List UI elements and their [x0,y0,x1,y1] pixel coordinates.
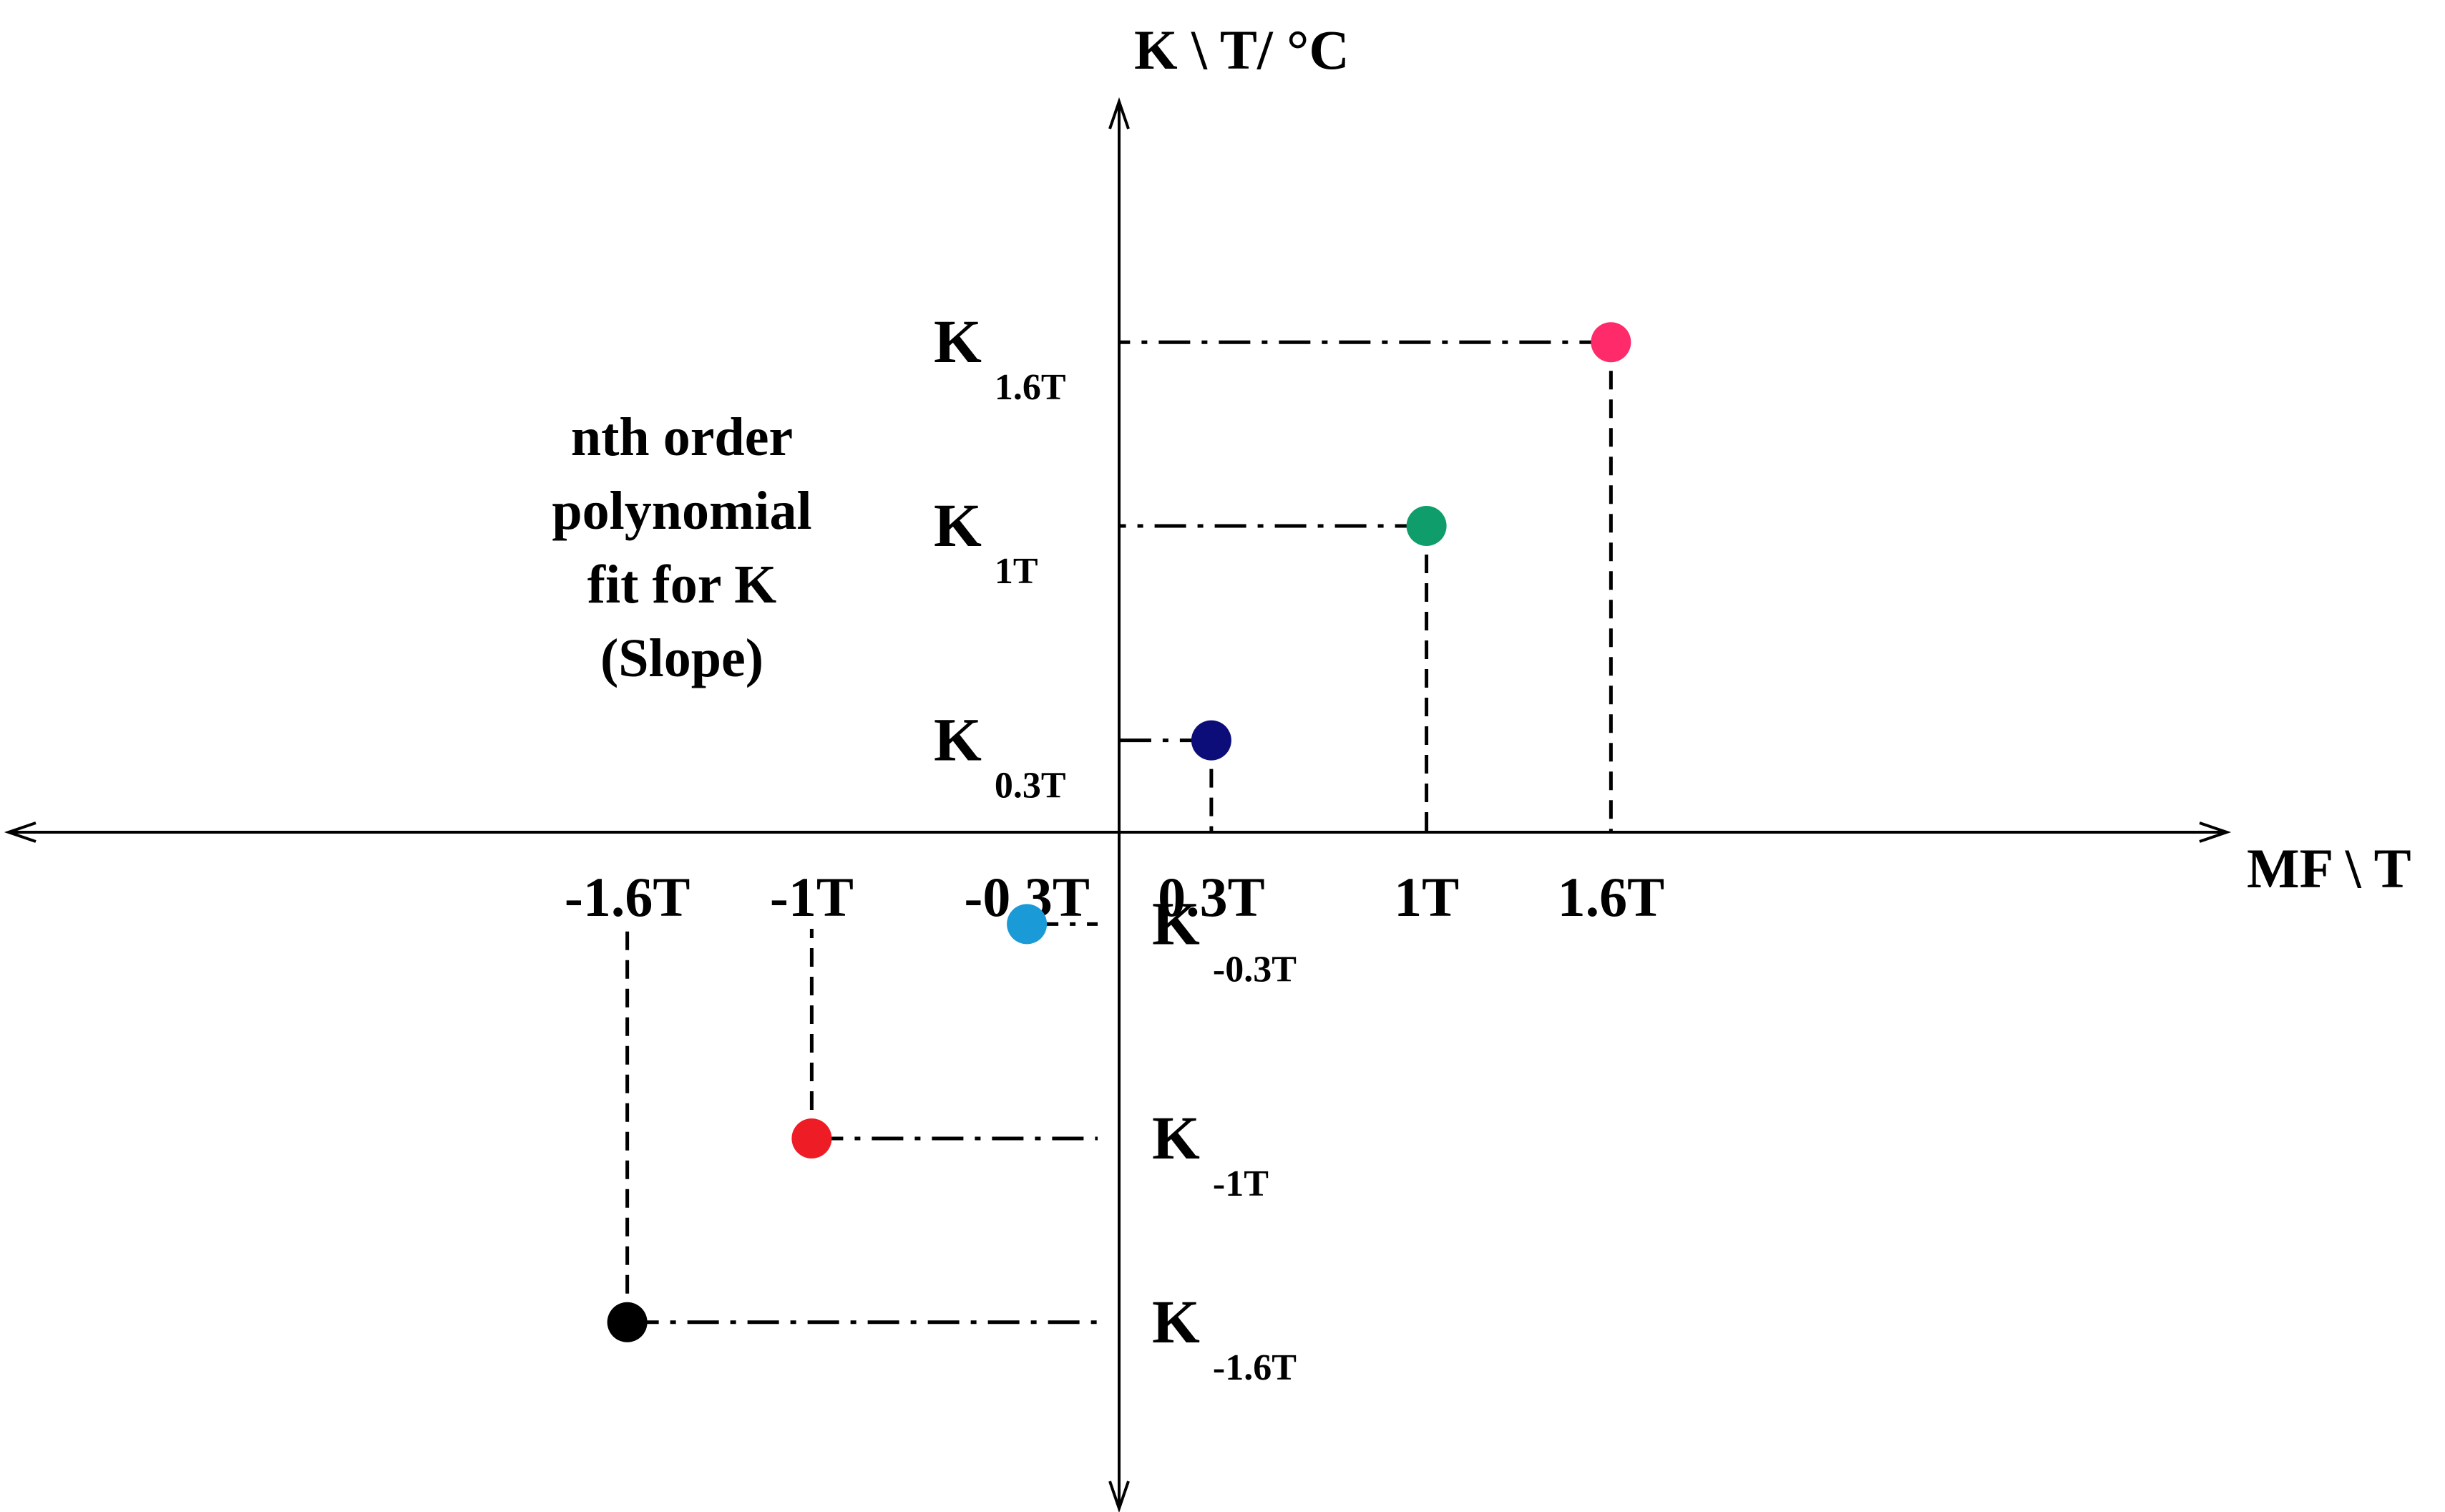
y-axis-label: K \ T/ °C [1134,19,1350,81]
data-point [607,1302,648,1342]
k-label-subscript: 1T [995,551,1038,592]
x-tick-label: -1.6T [565,866,690,928]
x-axis-arrow-left [4,821,36,843]
data-point [791,1118,832,1159]
annotation-line: (Slope) [600,628,763,688]
k-label: K -1.6T [1152,1287,1297,1388]
k-label-subscript: -0.3T [1213,949,1297,990]
x-tick-label: 0.3T [1158,866,1265,928]
data-points [607,322,1631,1342]
annotation-line: fit for K [587,555,777,615]
x-tick-labels: -1.6T -1T -0.3T 0.3T 1T 1.6T [565,866,1664,928]
data-point [1406,506,1447,546]
x-axis-arrow-right [2199,821,2232,843]
k-label: K 1.6T [934,307,1066,408]
x-tick-label: 1.6T [1558,866,1665,928]
data-point [1007,904,1048,945]
data-point [1191,720,1231,761]
k-label: K -0.3T [1152,889,1297,990]
y-axis-arrow-top [1108,97,1130,130]
k-label: K 0.3T [934,706,1066,806]
k-label-main: K [934,491,982,560]
k-label: K 1T [934,491,1038,592]
annotation-line: nth order [571,407,793,467]
k-label-main: K [1152,889,1200,957]
data-point [1591,322,1631,363]
k-label-subscript: -1.6T [1213,1347,1297,1388]
k-label-main: K [934,706,982,774]
annotation-line: polynomial [552,481,811,541]
annotation-text: nth order polynomial fit for K (Slope) [552,407,811,688]
k-label: K -1T [1152,1103,1269,1204]
y-axis-arrow-bottom [1108,1481,1130,1512]
k-label-main: K [1152,1287,1200,1356]
k-label-subscript: 0.3T [995,766,1066,806]
x-tick-label: -1T [770,866,854,928]
k-label-main: K [1152,1103,1200,1172]
x-axis-label: MF \ T [2247,837,2411,899]
axes [4,97,2232,1512]
k-label-subscript: -1T [1213,1164,1269,1204]
k-label-subscript: 1.6T [995,367,1066,408]
x-tick-label: 1T [1394,866,1459,928]
k-label-main: K [934,307,982,376]
